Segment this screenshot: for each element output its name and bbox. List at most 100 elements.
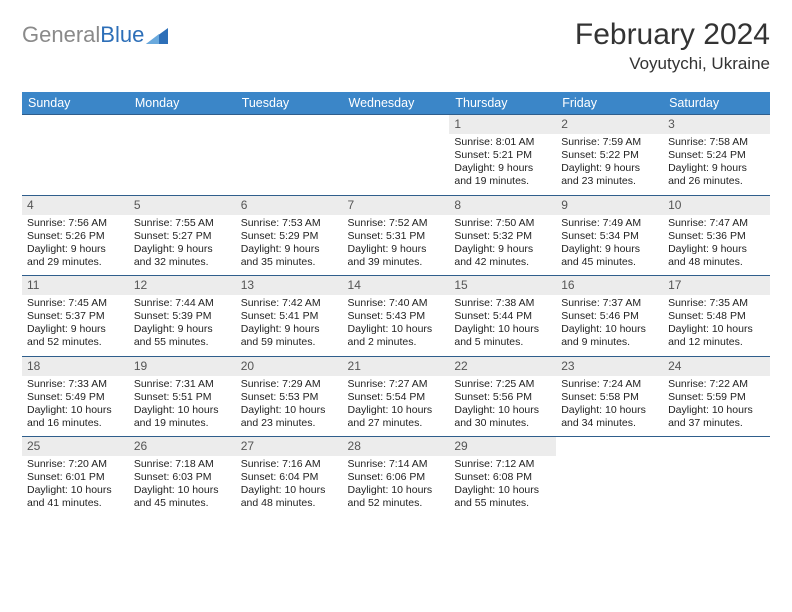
calendar-day-cell: 11Sunrise: 7:45 AMSunset: 5:37 PMDayligh… (22, 276, 129, 357)
day-number: 18 (22, 357, 129, 376)
day-number: 23 (556, 357, 663, 376)
calendar-day-cell (236, 115, 343, 196)
day-details: Sunrise: 7:58 AMSunset: 5:24 PMDaylight:… (663, 134, 770, 195)
calendar-day-cell: 5Sunrise: 7:55 AMSunset: 5:27 PMDaylight… (129, 195, 236, 276)
day-details: Sunrise: 7:27 AMSunset: 5:54 PMDaylight:… (343, 376, 450, 437)
calendar-day-cell: 1Sunrise: 8:01 AMSunset: 5:21 PMDaylight… (449, 115, 556, 196)
day-number: 14 (343, 276, 450, 295)
day-details: Sunrise: 7:40 AMSunset: 5:43 PMDaylight:… (343, 295, 450, 356)
day-details: Sunrise: 7:56 AMSunset: 5:26 PMDaylight:… (22, 215, 129, 276)
calendar-day-cell: 21Sunrise: 7:27 AMSunset: 5:54 PMDayligh… (343, 356, 450, 437)
day-number: 2 (556, 115, 663, 134)
day-details: Sunrise: 8:01 AMSunset: 5:21 PMDaylight:… (449, 134, 556, 195)
calendar-week-row: 18Sunrise: 7:33 AMSunset: 5:49 PMDayligh… (22, 356, 770, 437)
calendar-day-cell: 17Sunrise: 7:35 AMSunset: 5:48 PMDayligh… (663, 276, 770, 357)
col-header: Saturday (663, 92, 770, 115)
logo-triangle-icon (146, 26, 168, 44)
day-details: Sunrise: 7:52 AMSunset: 5:31 PMDaylight:… (343, 215, 450, 276)
calendar-day-cell: 24Sunrise: 7:22 AMSunset: 5:59 PMDayligh… (663, 356, 770, 437)
day-number: 17 (663, 276, 770, 295)
calendar-day-cell (663, 437, 770, 517)
calendar-day-cell: 18Sunrise: 7:33 AMSunset: 5:49 PMDayligh… (22, 356, 129, 437)
col-header: Tuesday (236, 92, 343, 115)
calendar-day-cell: 25Sunrise: 7:20 AMSunset: 6:01 PMDayligh… (22, 437, 129, 517)
logo: GeneralBlue (22, 22, 168, 48)
calendar-day-cell (556, 437, 663, 517)
day-number: 29 (449, 437, 556, 456)
day-number: 16 (556, 276, 663, 295)
day-number: 10 (663, 196, 770, 215)
day-number: 5 (129, 196, 236, 215)
calendar-day-cell (343, 115, 450, 196)
calendar-day-cell: 14Sunrise: 7:40 AMSunset: 5:43 PMDayligh… (343, 276, 450, 357)
calendar-day-cell: 8Sunrise: 7:50 AMSunset: 5:32 PMDaylight… (449, 195, 556, 276)
day-details: Sunrise: 7:49 AMSunset: 5:34 PMDaylight:… (556, 215, 663, 276)
day-number: 28 (343, 437, 450, 456)
day-number: 26 (129, 437, 236, 456)
day-number: 20 (236, 357, 343, 376)
calendar-week-row: 11Sunrise: 7:45 AMSunset: 5:37 PMDayligh… (22, 276, 770, 357)
day-number: 9 (556, 196, 663, 215)
day-details: Sunrise: 7:24 AMSunset: 5:58 PMDaylight:… (556, 376, 663, 437)
day-number: 7 (343, 196, 450, 215)
col-header: Monday (129, 92, 236, 115)
logo-text-b: Blue (100, 22, 144, 47)
col-header: Friday (556, 92, 663, 115)
day-details: Sunrise: 7:59 AMSunset: 5:22 PMDaylight:… (556, 134, 663, 195)
day-details: Sunrise: 7:25 AMSunset: 5:56 PMDaylight:… (449, 376, 556, 437)
day-number: 15 (449, 276, 556, 295)
calendar-day-cell: 26Sunrise: 7:18 AMSunset: 6:03 PMDayligh… (129, 437, 236, 517)
calendar-day-cell (22, 115, 129, 196)
calendar-day-cell: 27Sunrise: 7:16 AMSunset: 6:04 PMDayligh… (236, 437, 343, 517)
day-details: Sunrise: 7:45 AMSunset: 5:37 PMDaylight:… (22, 295, 129, 356)
day-number: 11 (22, 276, 129, 295)
logo-text-a: General (22, 22, 100, 47)
day-number: 25 (22, 437, 129, 456)
day-number: 27 (236, 437, 343, 456)
calendar-day-cell: 16Sunrise: 7:37 AMSunset: 5:46 PMDayligh… (556, 276, 663, 357)
calendar-day-cell: 19Sunrise: 7:31 AMSunset: 5:51 PMDayligh… (129, 356, 236, 437)
calendar-day-cell: 20Sunrise: 7:29 AMSunset: 5:53 PMDayligh… (236, 356, 343, 437)
calendar-day-cell: 28Sunrise: 7:14 AMSunset: 6:06 PMDayligh… (343, 437, 450, 517)
location: Voyutychi, Ukraine (575, 54, 770, 74)
day-number: 12 (129, 276, 236, 295)
day-details: Sunrise: 7:22 AMSunset: 5:59 PMDaylight:… (663, 376, 770, 437)
day-details: Sunrise: 7:55 AMSunset: 5:27 PMDaylight:… (129, 215, 236, 276)
day-number: 19 (129, 357, 236, 376)
col-header: Sunday (22, 92, 129, 115)
day-details: Sunrise: 7:37 AMSunset: 5:46 PMDaylight:… (556, 295, 663, 356)
calendar-week-row: 4Sunrise: 7:56 AMSunset: 5:26 PMDaylight… (22, 195, 770, 276)
calendar-day-cell: 22Sunrise: 7:25 AMSunset: 5:56 PMDayligh… (449, 356, 556, 437)
day-details: Sunrise: 7:44 AMSunset: 5:39 PMDaylight:… (129, 295, 236, 356)
calendar-day-cell: 13Sunrise: 7:42 AMSunset: 5:41 PMDayligh… (236, 276, 343, 357)
calendar-day-cell: 4Sunrise: 7:56 AMSunset: 5:26 PMDaylight… (22, 195, 129, 276)
col-header: Wednesday (343, 92, 450, 115)
col-header: Thursday (449, 92, 556, 115)
day-details: Sunrise: 7:35 AMSunset: 5:48 PMDaylight:… (663, 295, 770, 356)
calendar-day-cell: 10Sunrise: 7:47 AMSunset: 5:36 PMDayligh… (663, 195, 770, 276)
day-number: 22 (449, 357, 556, 376)
calendar-day-cell: 3Sunrise: 7:58 AMSunset: 5:24 PMDaylight… (663, 115, 770, 196)
day-number: 6 (236, 196, 343, 215)
day-details: Sunrise: 7:38 AMSunset: 5:44 PMDaylight:… (449, 295, 556, 356)
day-details: Sunrise: 7:14 AMSunset: 6:06 PMDaylight:… (343, 456, 450, 517)
calendar-day-cell: 23Sunrise: 7:24 AMSunset: 5:58 PMDayligh… (556, 356, 663, 437)
day-details: Sunrise: 7:18 AMSunset: 6:03 PMDaylight:… (129, 456, 236, 517)
calendar-day-cell: 29Sunrise: 7:12 AMSunset: 6:08 PMDayligh… (449, 437, 556, 517)
calendar-day-cell: 2Sunrise: 7:59 AMSunset: 5:22 PMDaylight… (556, 115, 663, 196)
calendar-day-cell: 15Sunrise: 7:38 AMSunset: 5:44 PMDayligh… (449, 276, 556, 357)
day-details: Sunrise: 7:29 AMSunset: 5:53 PMDaylight:… (236, 376, 343, 437)
day-details: Sunrise: 7:16 AMSunset: 6:04 PMDaylight:… (236, 456, 343, 517)
day-details: Sunrise: 7:12 AMSunset: 6:08 PMDaylight:… (449, 456, 556, 517)
day-number: 8 (449, 196, 556, 215)
calendar-week-row: 25Sunrise: 7:20 AMSunset: 6:01 PMDayligh… (22, 437, 770, 517)
day-details: Sunrise: 7:50 AMSunset: 5:32 PMDaylight:… (449, 215, 556, 276)
calendar-day-cell: 7Sunrise: 7:52 AMSunset: 5:31 PMDaylight… (343, 195, 450, 276)
day-details: Sunrise: 7:42 AMSunset: 5:41 PMDaylight:… (236, 295, 343, 356)
day-number: 13 (236, 276, 343, 295)
day-details: Sunrise: 7:31 AMSunset: 5:51 PMDaylight:… (129, 376, 236, 437)
calendar-day-cell: 9Sunrise: 7:49 AMSunset: 5:34 PMDaylight… (556, 195, 663, 276)
day-details: Sunrise: 7:33 AMSunset: 5:49 PMDaylight:… (22, 376, 129, 437)
day-number: 1 (449, 115, 556, 134)
day-number: 3 (663, 115, 770, 134)
